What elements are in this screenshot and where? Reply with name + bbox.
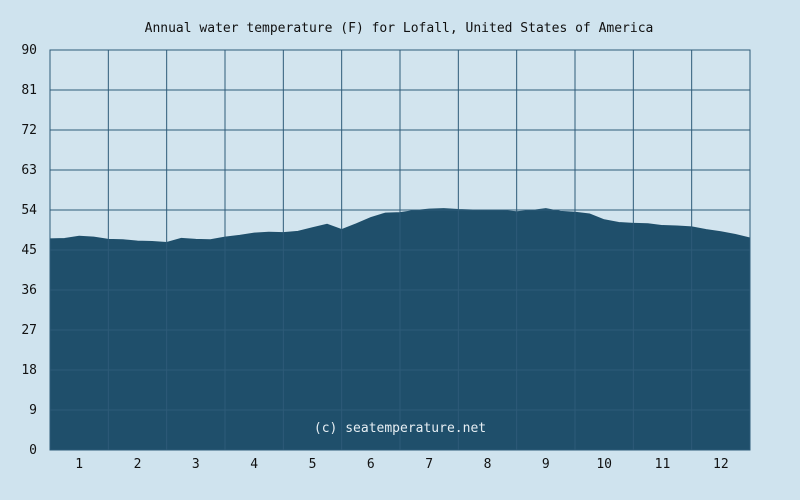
x-tick-label: 1 bbox=[75, 457, 83, 472]
y-tick-label: 36 bbox=[21, 283, 37, 298]
x-tick-label: 12 bbox=[713, 457, 729, 472]
y-tick-label: 72 bbox=[21, 123, 37, 138]
chart-title: Annual water temperature (F) for Lofall,… bbox=[145, 21, 654, 36]
y-tick-label: 54 bbox=[21, 203, 37, 218]
x-tick-label: 3 bbox=[192, 457, 200, 472]
x-tick-label: 6 bbox=[367, 457, 375, 472]
y-tick-label: 18 bbox=[21, 363, 37, 378]
x-axis-ticks: 1 2 3 4 5 6 7 8 9 10 11 12 bbox=[75, 457, 728, 472]
y-tick-label: 9 bbox=[29, 403, 37, 418]
x-tick-label: 5 bbox=[309, 457, 317, 472]
y-tick-label: 81 bbox=[21, 83, 37, 98]
watermark-text: (c) seatemperature.net bbox=[314, 421, 486, 436]
y-tick-label: 27 bbox=[21, 323, 37, 338]
x-tick-label: 2 bbox=[134, 457, 142, 472]
x-tick-label: 9 bbox=[542, 457, 550, 472]
x-tick-label: 11 bbox=[655, 457, 671, 472]
x-tick-label: 8 bbox=[484, 457, 492, 472]
y-tick-label: 90 bbox=[21, 43, 37, 58]
x-tick-label: 10 bbox=[596, 457, 612, 472]
y-axis-ticks: 0 9 18 27 36 45 54 63 72 81 90 bbox=[21, 43, 37, 458]
y-tick-label: 63 bbox=[21, 163, 37, 178]
grid-lines bbox=[50, 49, 750, 451]
y-tick-label: 0 bbox=[29, 443, 37, 458]
y-tick-label: 45 bbox=[21, 243, 37, 258]
x-tick-label: 7 bbox=[425, 457, 433, 472]
plot-border bbox=[49, 49, 751, 451]
x-tick-label: 4 bbox=[250, 457, 258, 472]
